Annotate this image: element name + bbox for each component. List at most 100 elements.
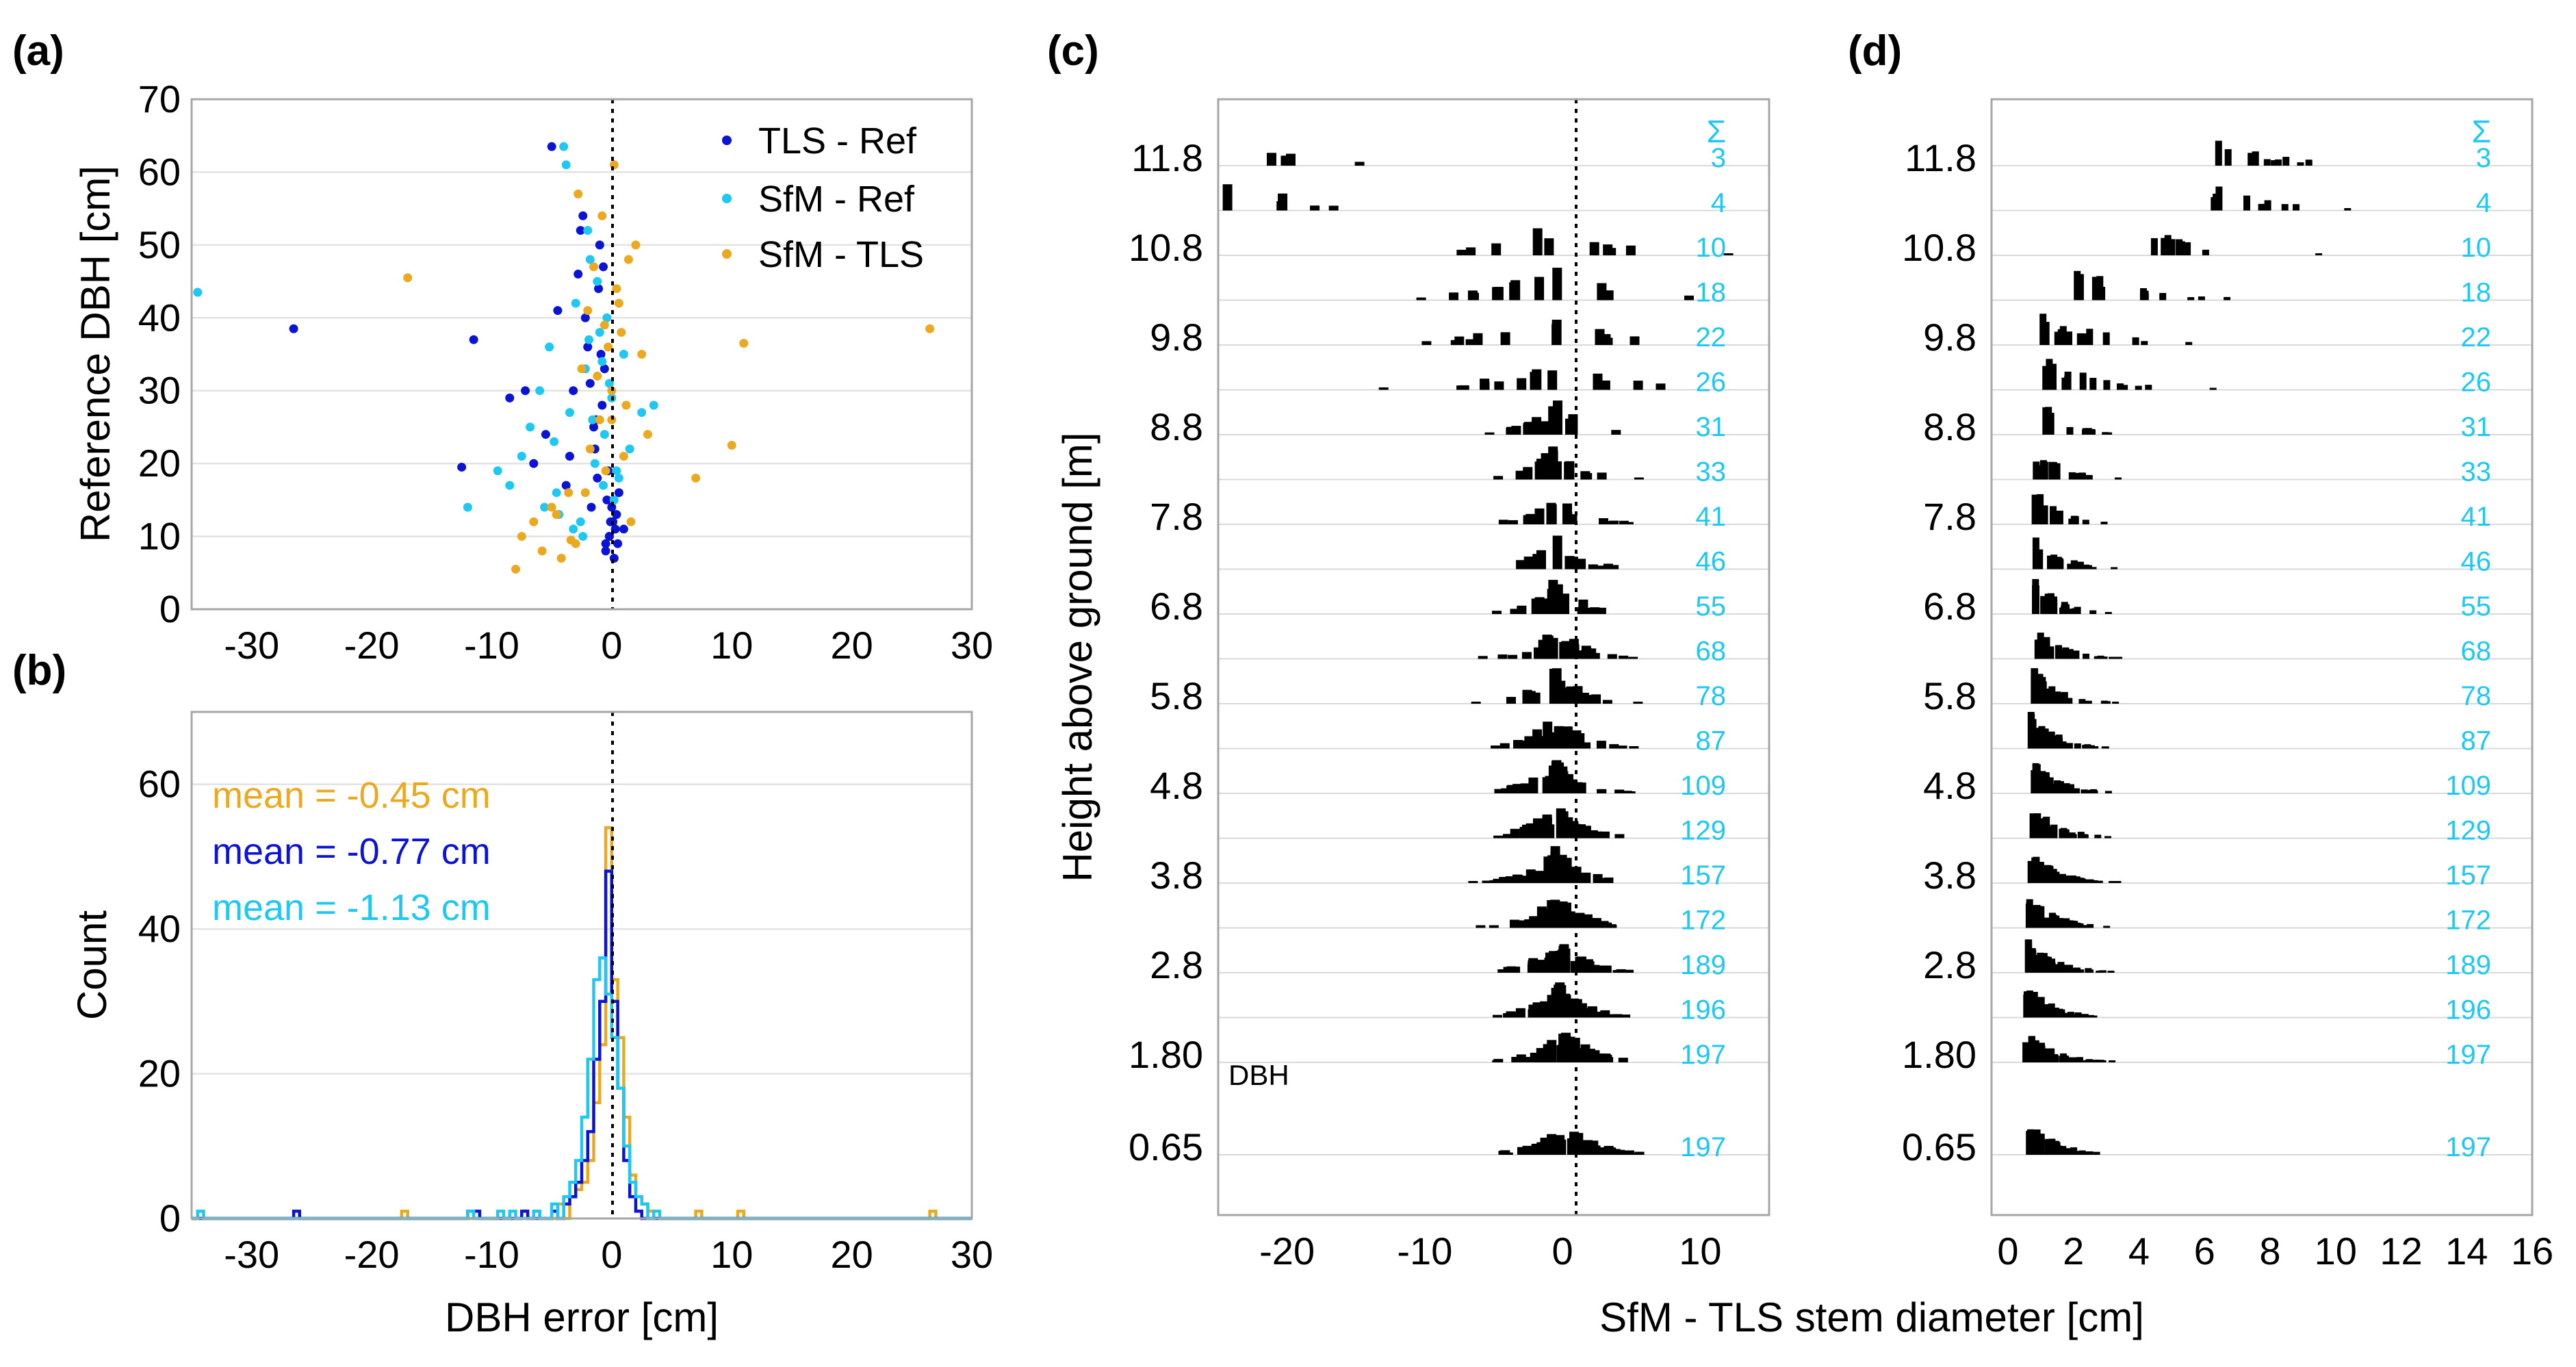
scatter-point [625, 444, 634, 454]
histogram-bar [1607, 654, 1617, 659]
height-label: 10.8 [1902, 226, 1976, 269]
scatter-point [614, 488, 623, 498]
scatter-point [576, 517, 585, 526]
panel-d-xtick-label: 6 [2194, 1229, 2215, 1273]
histogram-bar [2062, 1057, 2070, 1062]
histogram-bar [2083, 564, 2089, 570]
histogram-bar [1617, 745, 1627, 749]
histogram-bar [1544, 238, 1554, 255]
histogram-bar [1606, 1014, 1616, 1018]
histogram-bar [1503, 834, 1512, 839]
histogram-bar [1578, 695, 1588, 704]
histogram-bar [2104, 612, 2112, 614]
histogram-bar [1684, 295, 1694, 301]
histogram-bar [2109, 1060, 2116, 1062]
panel-b-xtick-label: 0 [601, 1233, 622, 1276]
histogram-bar [1493, 287, 1504, 301]
panel-b-xtick-label: 30 [951, 1233, 993, 1276]
histogram-bar [2086, 329, 2094, 345]
scatter-point [613, 539, 623, 548]
histogram-bar [2046, 865, 2053, 883]
histogram-bar [1473, 333, 1483, 345]
height-label: 9.8 [1923, 316, 1976, 359]
scatter-point [517, 452, 526, 461]
row-count: 78 [2461, 681, 2492, 711]
histogram-bar [2083, 333, 2090, 345]
histogram-bar [2070, 969, 2077, 973]
histogram-bar [1557, 728, 1567, 749]
height-label: 11.8 [1905, 136, 1976, 179]
histogram-bar [2047, 646, 2055, 659]
histogram-bar [1522, 1145, 1532, 1155]
scatter-point [612, 284, 621, 294]
histogram-bar [1532, 871, 1543, 883]
scatter-point [604, 342, 613, 352]
histogram-bar [1543, 721, 1553, 749]
histogram-bar [2068, 609, 2075, 614]
panel-a-ytick-label: 10 [138, 515, 181, 558]
panel-b-xtick-label: -10 [464, 1233, 519, 1276]
panel-b-xtick-label: -20 [344, 1233, 400, 1276]
histogram-bar [1615, 1149, 1625, 1155]
scatter-point [614, 298, 623, 308]
panel-c-xtick-label: 0 [1552, 1229, 1573, 1273]
histogram-bar [2260, 203, 2267, 211]
histogram-bar [2103, 380, 2111, 390]
histogram-bar [2055, 645, 2062, 659]
histogram-bar [2224, 296, 2231, 301]
histogram-bar [1506, 697, 1516, 704]
histogram-bar [1310, 205, 1320, 211]
histogram-bar [1633, 381, 1643, 390]
panel-a-ytick-label: 20 [138, 442, 181, 485]
histogram-bar [1498, 520, 1508, 524]
scatter-point [649, 400, 658, 410]
histogram-bar [1492, 611, 1502, 614]
panel-cd-ylabel: Height above ground [m] [1055, 432, 1100, 882]
histogram-bar [1508, 520, 1518, 524]
scatter-point [607, 502, 617, 512]
scatter-point [590, 459, 600, 468]
panel-b-x-ticks: -30 -20 -10 0 10 20 30 [224, 1233, 993, 1276]
histogram-bar [1416, 297, 1426, 301]
panel-a-xtick-label: 30 [951, 624, 993, 667]
histogram-bar [1449, 292, 1459, 301]
histogram-bar [1521, 1057, 1532, 1062]
scatter-point [588, 415, 597, 424]
histogram-bar [1529, 916, 1539, 928]
histogram-bar [2048, 461, 2056, 480]
row-count: 33 [1696, 457, 1727, 487]
histogram-bar [2076, 333, 2084, 345]
histogram-bar [1560, 687, 1571, 704]
histogram-bar [1545, 915, 1555, 928]
histogram-bar [1592, 1012, 1602, 1018]
histogram-bar [1493, 878, 1503, 883]
scatter-point [601, 546, 610, 556]
histogram-bar [1528, 961, 1538, 973]
histogram-bar [1562, 503, 1572, 524]
panel-label-a: (a) [12, 27, 64, 75]
panel-d-xtick-label: 4 [2128, 1229, 2150, 1273]
histogram-bar [2032, 537, 2039, 570]
histogram-bar [1576, 782, 1586, 793]
height-label: 4.8 [1150, 764, 1203, 807]
histogram-bar [1613, 970, 1623, 973]
histogram-bar [2164, 235, 2172, 255]
histogram-bar [1656, 383, 1666, 390]
histogram-bar [1571, 730, 1582, 749]
panel-label-c: (c) [1047, 27, 1099, 75]
histogram-bar [1493, 835, 1504, 839]
histogram-bar [1634, 1151, 1645, 1155]
histogram-bar [2074, 472, 2081, 480]
histogram-bar [2224, 149, 2232, 166]
histogram-bar [1511, 1057, 1521, 1062]
histogram-bar [2161, 238, 2168, 255]
histogram-bar [1621, 1014, 1631, 1018]
scatter-point [463, 502, 472, 512]
panel-d-xtick-label: 0 [1997, 1229, 2018, 1273]
histogram-bar [2094, 834, 2102, 839]
histogram-bar [1456, 249, 1467, 255]
panel-label-b: (b) [12, 647, 66, 694]
histogram-bar [1564, 461, 1575, 480]
histogram-bar [2066, 649, 2074, 659]
histogram-bar [1328, 205, 1339, 211]
